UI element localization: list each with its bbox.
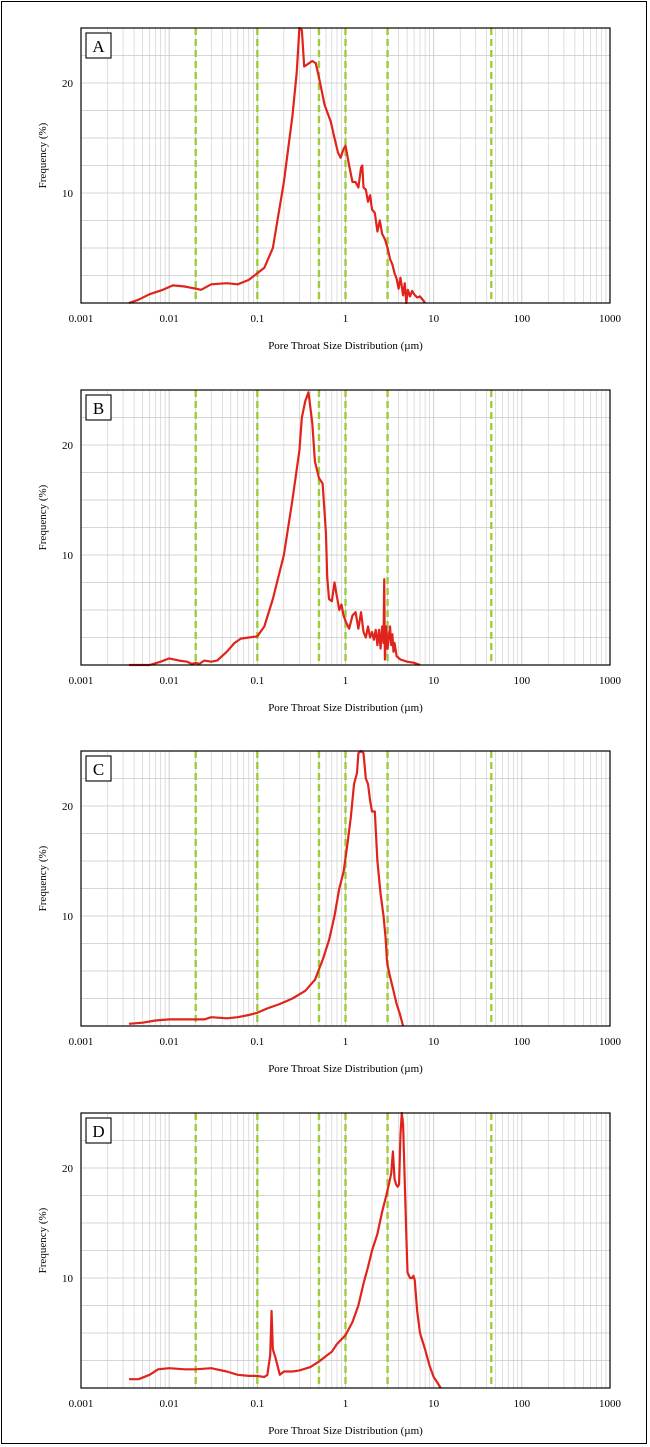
x-tick-label: 0.1 xyxy=(250,1398,264,1410)
x-tick-label: 10 xyxy=(428,1036,440,1048)
y-tick-label: 10 xyxy=(62,1273,74,1285)
chart-panel-d: 0.001 0.01 0.1 1 10 100 1000 10 20 Pore Throat Si… xyxy=(0,1085,650,1447)
panel-tag-label: C xyxy=(93,760,104,779)
y-axis-title: Frequency (%) xyxy=(37,1207,49,1273)
frequency-curve xyxy=(128,1111,442,1389)
x-tick-label: 1 xyxy=(343,313,349,325)
x-tick-label: 0.1 xyxy=(250,1036,264,1048)
plot-border xyxy=(80,389,611,666)
x-tick-label: 100 xyxy=(514,313,531,325)
chart-panel-a: 0.001 0.01 0.1 1 10 100 1000 10 20 Pore Throat Si… xyxy=(0,0,650,362)
x-tick-label: 0.1 xyxy=(250,313,264,325)
panel-tag-label: A xyxy=(92,37,105,56)
chart-svg: 0.001 0.01 0.1 1 10 100 1000 10 20 Pore Throat Si… xyxy=(37,389,622,714)
y-axis-title: Frequency (%) xyxy=(37,484,49,550)
x-axis-title: Pore Throat Size Distribution (µm) xyxy=(268,1063,423,1075)
plot-border xyxy=(80,750,611,1027)
panel-tag-label: D xyxy=(92,1122,104,1141)
chart-panel-c: 0.001 0.01 0.1 1 10 100 1000 10 20 Pore Throat Si… xyxy=(0,723,650,1085)
x-tick-label: 0.01 xyxy=(160,1036,179,1048)
x-tick-label: 1 xyxy=(343,1036,349,1048)
panel-tag: D xyxy=(85,1117,112,1144)
x-tick-label: 1 xyxy=(343,1398,349,1410)
x-tick-label: 100 xyxy=(514,675,531,687)
x-tick-label: 0.01 xyxy=(160,1398,179,1410)
x-tick-label: 0.001 xyxy=(69,1036,94,1048)
y-tick-label: 20 xyxy=(62,801,74,813)
x-tick-label: 100 xyxy=(514,1398,531,1410)
chart-svg: 0.001 0.01 0.1 1 10 100 1000 10 20 Pore Throat Si… xyxy=(37,1111,622,1437)
x-tick-label: 100 xyxy=(514,1036,531,1048)
x-tick-label: 10 xyxy=(428,675,440,687)
x-tick-label: 1000 xyxy=(599,313,622,325)
frequency-curve xyxy=(128,391,421,667)
y-axis-title: Frequency (%) xyxy=(37,122,49,188)
panel-tag: A xyxy=(85,32,112,59)
panel-tag-label: B xyxy=(93,399,104,418)
x-axis-title: Pore Throat Size Distribution (µm) xyxy=(268,1425,423,1437)
panel-tag: B xyxy=(85,394,112,421)
x-tick-label: 0.1 xyxy=(250,675,264,687)
x-tick-label: 0.001 xyxy=(69,1398,94,1410)
plot-border xyxy=(80,27,611,304)
x-tick-label: 0.001 xyxy=(69,313,94,325)
chart-svg: 0.001 0.01 0.1 1 10 100 1000 10 20 Pore Throat Si… xyxy=(37,749,622,1075)
y-tick-label: 10 xyxy=(62,188,74,200)
y-tick-label: 10 xyxy=(62,911,74,923)
frequency-curve xyxy=(128,749,405,1027)
x-tick-label: 10 xyxy=(428,313,440,325)
x-tick-label: 0.01 xyxy=(160,675,179,687)
x-tick-label: 1000 xyxy=(599,1398,622,1410)
x-tick-label: 1000 xyxy=(599,1036,622,1048)
plot-border xyxy=(80,1112,611,1389)
y-tick-label: 10 xyxy=(62,550,74,562)
frequency-curve xyxy=(128,26,427,305)
y-tick-label: 20 xyxy=(62,440,74,452)
chart-svg: 0.001 0.01 0.1 1 10 100 1000 10 20 Pore Throat Si… xyxy=(37,26,622,352)
x-tick-label: 10 xyxy=(428,1398,440,1410)
reference-lines xyxy=(194,1113,493,1388)
chart-panel-b: 0.001 0.01 0.1 1 10 100 1000 10 20 Pore Throat Si… xyxy=(0,362,650,724)
x-tick-label: 1 xyxy=(343,675,349,687)
reference-lines xyxy=(194,751,493,1026)
x-axis-title: Pore Throat Size Distribution (µm) xyxy=(268,702,423,714)
y-tick-label: 20 xyxy=(62,78,74,90)
x-tick-label: 0.01 xyxy=(160,313,179,325)
x-tick-label: 0.001 xyxy=(69,675,94,687)
x-axis-title: Pore Throat Size Distribution (µm) xyxy=(268,340,423,352)
x-tick-label: 1000 xyxy=(599,675,622,687)
y-tick-label: 20 xyxy=(62,1163,74,1175)
panel-tag: C xyxy=(85,755,112,782)
y-axis-title: Frequency (%) xyxy=(37,845,49,911)
reference-lines xyxy=(194,390,493,665)
